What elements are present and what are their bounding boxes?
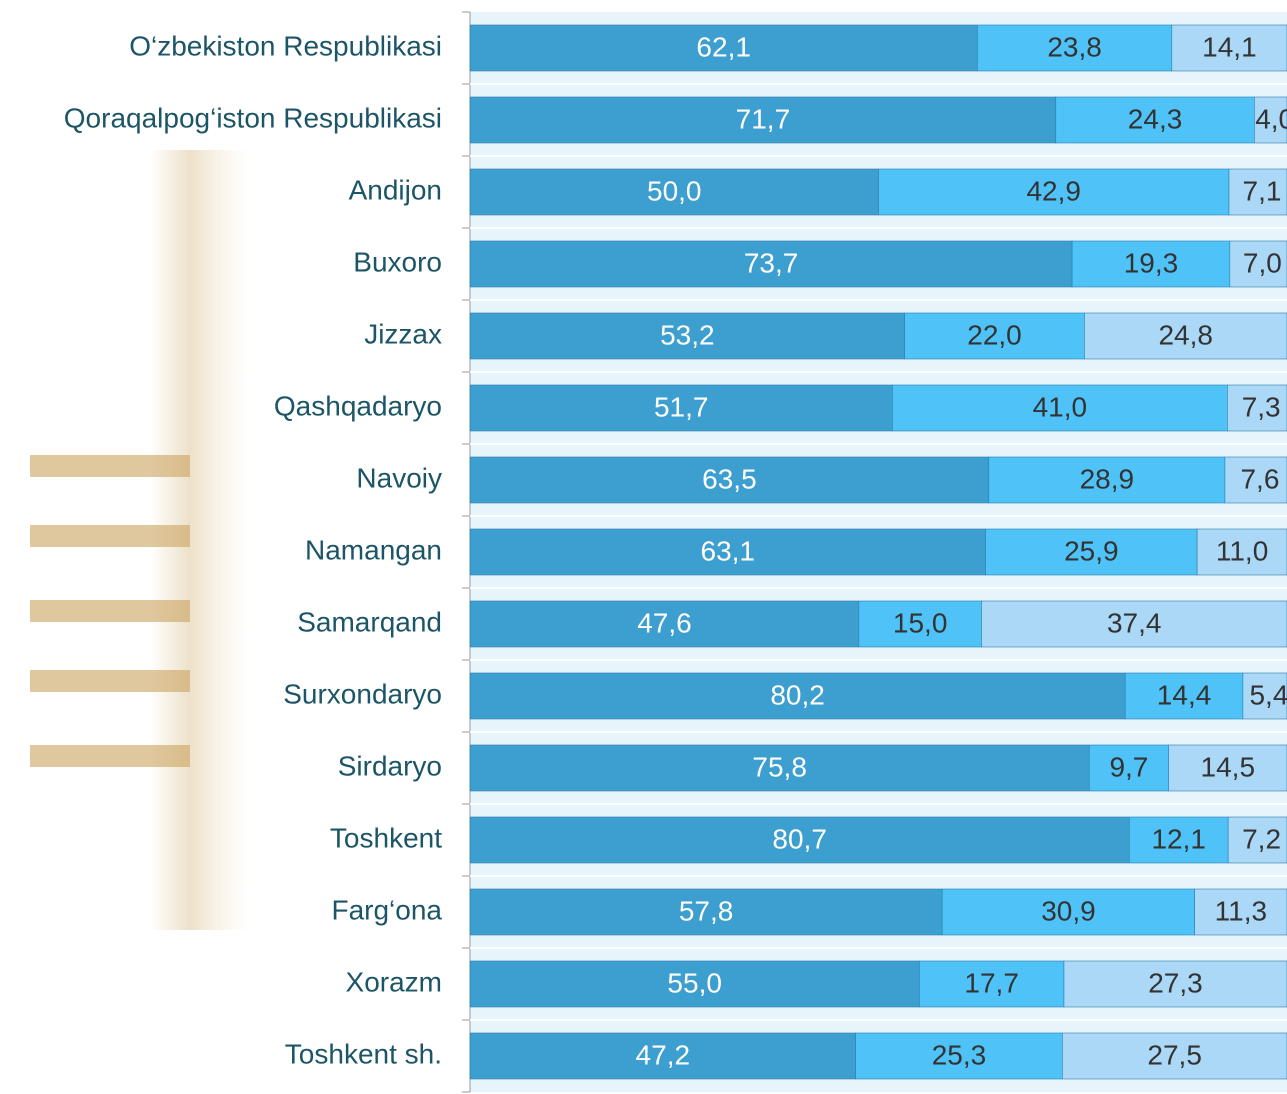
value-label: 37,4: [1107, 607, 1162, 638]
value-label: 27,5: [1147, 1039, 1202, 1070]
value-label: 4,0: [1255, 103, 1287, 134]
value-label: 24,8: [1158, 319, 1213, 350]
value-label: 63,5: [702, 463, 757, 494]
value-label: 7,3: [1242, 391, 1281, 422]
decor-bar: [30, 600, 190, 622]
value-label: 47,6: [637, 607, 692, 638]
value-label: 14,5: [1201, 751, 1256, 782]
value-label: 19,3: [1124, 247, 1179, 278]
category-label: Navoiy: [356, 462, 442, 493]
category-label: Toshkent: [330, 822, 442, 853]
decor-bar: [30, 455, 190, 477]
value-label: 27,3: [1148, 967, 1203, 998]
value-label: 17,7: [964, 967, 1019, 998]
category-label: Surxondaryo: [283, 678, 442, 709]
value-label: 62,1: [696, 31, 751, 62]
value-label: 14,4: [1157, 679, 1212, 710]
category-label: Qashqadaryo: [274, 390, 442, 421]
category-label: Farg‘ona: [331, 894, 442, 925]
value-label: 7,6: [1240, 463, 1279, 494]
value-label: 5,4: [1249, 679, 1287, 710]
category-label: Jizzax: [364, 318, 442, 349]
category-label: Namangan: [305, 534, 442, 565]
value-label: 24,3: [1128, 103, 1183, 134]
category-label: Xorazm: [346, 966, 442, 997]
value-label: 14,1: [1202, 31, 1257, 62]
value-label: 15,0: [893, 607, 948, 638]
category-label: Qoraqalpog‘iston Respublikasi: [64, 102, 442, 133]
category-label: Sirdaryo: [338, 750, 442, 781]
value-label: 7,1: [1243, 175, 1282, 206]
category-label: O‘zbekiston Respublikasi: [129, 30, 442, 61]
value-label: 41,0: [1033, 391, 1088, 422]
value-label: 12,1: [1151, 823, 1206, 854]
value-label: 9,7: [1109, 751, 1148, 782]
value-label: 42,9: [1026, 175, 1081, 206]
value-label: 7,0: [1243, 247, 1282, 278]
value-label: 63,1: [701, 535, 756, 566]
chart: O‘zbekiston Respublikasi 62,1 23,8 14,1 Qora…: [0, 0, 1287, 1094]
decor-bar: [30, 525, 190, 547]
decor-bar: [30, 670, 190, 692]
value-label: 22,0: [967, 319, 1022, 350]
value-label: 80,2: [770, 679, 825, 710]
value-label: 55,0: [667, 967, 722, 998]
decor-bar: [30, 745, 190, 767]
page: O‘zbekiston Respublikasi 62,1 23,8 14,1 Qora…: [0, 0, 1287, 1094]
value-label: 80,7: [772, 823, 827, 854]
value-label: 23,8: [1047, 31, 1102, 62]
value-label: 47,2: [636, 1039, 691, 1070]
value-label: 11,3: [1215, 895, 1267, 926]
value-label: 53,2: [660, 319, 715, 350]
value-label: 57,8: [679, 895, 734, 926]
value-label: 30,9: [1041, 895, 1096, 926]
category-label: Andijon: [349, 174, 442, 205]
value-label: 28,9: [1080, 463, 1135, 494]
value-label: 11,0: [1216, 535, 1268, 566]
category-label: Toshkent sh.: [285, 1038, 442, 1069]
value-label: 71,7: [736, 103, 791, 134]
value-label: 7,2: [1242, 823, 1281, 854]
decoration: [30, 150, 250, 930]
value-label: 25,3: [932, 1039, 987, 1070]
value-label: 50,0: [647, 175, 702, 206]
category-label: Samarqand: [297, 606, 442, 637]
value-label: 51,7: [654, 391, 709, 422]
value-label: 25,9: [1064, 535, 1119, 566]
value-label: 73,7: [744, 247, 799, 278]
value-label: 75,8: [752, 751, 807, 782]
category-label: Buxoro: [353, 246, 442, 277]
